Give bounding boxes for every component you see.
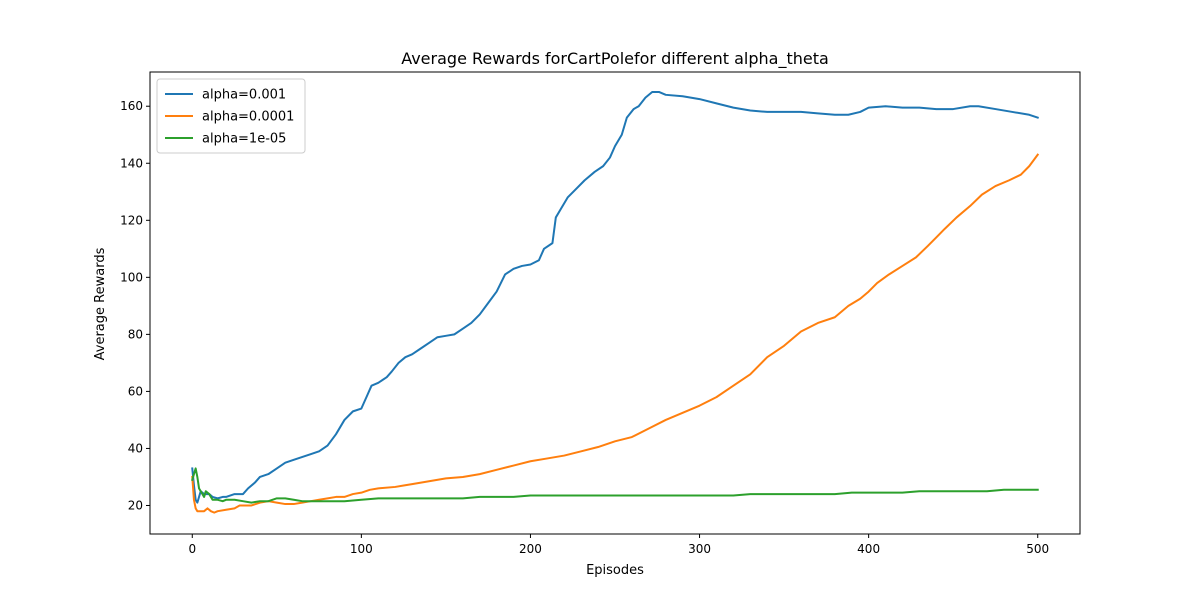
y-tick-label: 80 bbox=[128, 327, 143, 341]
y-tick-label: 120 bbox=[120, 213, 143, 227]
series-line-3 bbox=[191, 467, 1039, 504]
chart-title: Average Rewards forCartPolefor different… bbox=[401, 49, 829, 69]
series-line-2 bbox=[191, 153, 1040, 514]
legend-label-2: alpha=0.0001 bbox=[202, 110, 294, 125]
plot-area: 0 100 200 300 400 500 20 40 60 80 100 120 140 160 bbox=[120, 71, 1081, 556]
axes-frame bbox=[149, 71, 1081, 535]
y-tick-label: 140 bbox=[120, 156, 143, 170]
y-axis-label: Average Rewards bbox=[93, 247, 108, 360]
legend-label-3: alpha=1e-05 bbox=[202, 132, 286, 147]
x-tick-label: 400 bbox=[857, 542, 880, 556]
legend-label-1: alpha=0.001 bbox=[202, 88, 286, 103]
x-tick-label: 0 bbox=[188, 542, 196, 556]
legend: alpha=0.001 alpha=0.0001 alpha=1e-05 bbox=[156, 78, 306, 154]
legend-box bbox=[156, 78, 306, 154]
series-line-1 bbox=[191, 90, 1039, 504]
x-tick-label: 200 bbox=[519, 542, 542, 556]
y-tick-label: 40 bbox=[128, 441, 143, 455]
x-tick-label: 500 bbox=[1026, 542, 1049, 556]
x-tick-label: 300 bbox=[688, 542, 711, 556]
y-tick-label: 20 bbox=[128, 498, 143, 512]
x-tick-label: 100 bbox=[350, 542, 373, 556]
y-tick-label: 160 bbox=[120, 99, 143, 113]
y-tick-label: 60 bbox=[128, 384, 143, 398]
y-tick-label: 100 bbox=[120, 270, 143, 284]
x-axis-label: Episodes bbox=[586, 563, 644, 578]
